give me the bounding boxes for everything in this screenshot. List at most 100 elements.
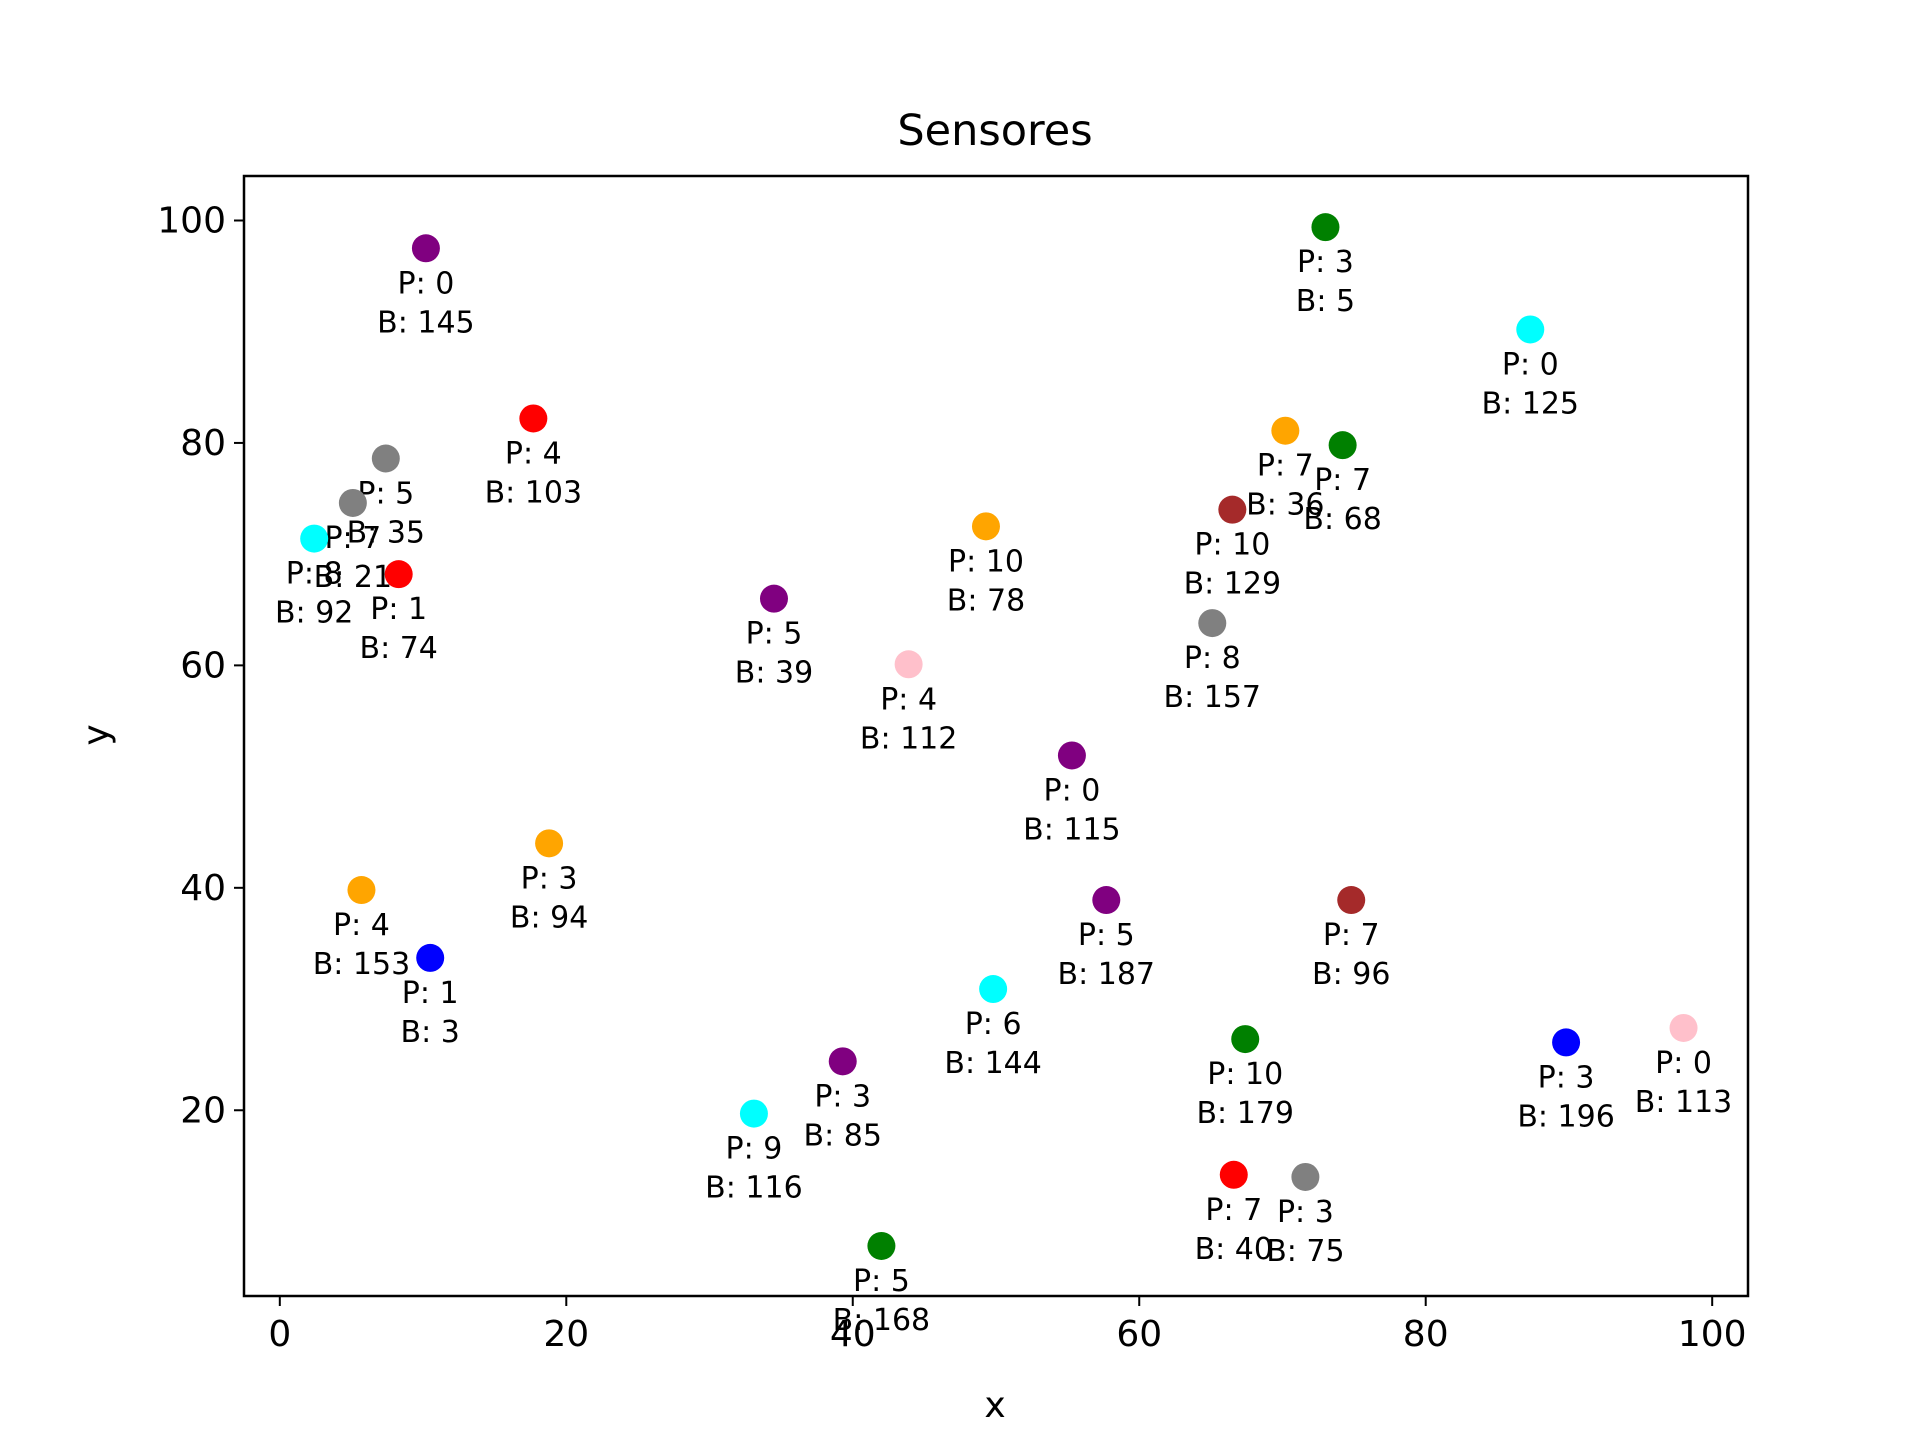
x-tick-label: 0 xyxy=(268,1314,291,1355)
sensor-point xyxy=(759,584,788,613)
sensor-label-p: P: 7 xyxy=(1323,918,1380,953)
sensor-point xyxy=(384,560,413,589)
x-ticks: 0 20 40 60 80 100 xyxy=(268,1296,1747,1355)
sensor-label-p: P: 1 xyxy=(402,976,459,1011)
sensor-point xyxy=(1291,1162,1320,1191)
sensor-label-b: B: 85 xyxy=(804,1118,882,1153)
sensor-point xyxy=(1231,1025,1260,1054)
sensor-label-p: P: 3 xyxy=(521,861,578,896)
y-tick-label: 40 xyxy=(180,868,226,909)
sensor-point xyxy=(411,234,440,263)
sensor-point xyxy=(300,524,329,553)
sensor-label-p: P: 10 xyxy=(948,544,1024,579)
sensor-label-b: B: 125 xyxy=(1482,386,1580,421)
sensor-label-p: P: 0 xyxy=(397,266,454,301)
sensor-label-b: B: 68 xyxy=(1303,502,1381,537)
sensor-label-b: B: 92 xyxy=(275,596,353,631)
sensor-label-b: B: 39 xyxy=(735,656,813,691)
sensor-label-p: P: 7 xyxy=(1205,1193,1262,1228)
sensor-label-p: P: 4 xyxy=(333,908,390,943)
sensor-point xyxy=(519,404,548,433)
sensor-label-b: B: 3 xyxy=(401,1015,460,1050)
sensor-label-p: P: 5 xyxy=(853,1264,910,1299)
sensor-label-b: B: 75 xyxy=(1266,1234,1344,1269)
sensor-label-p: P: 4 xyxy=(880,682,937,717)
sensor-point xyxy=(1057,741,1086,770)
sensor-point xyxy=(1669,1013,1698,1042)
y-tick-label: 20 xyxy=(180,1090,226,1131)
sensor-point xyxy=(1311,213,1340,242)
sensor-label-b: B: 168 xyxy=(833,1303,931,1338)
y-ticks: 20 40 60 80 100 xyxy=(157,200,244,1131)
sensor-point xyxy=(979,975,1008,1004)
sensor-label-b: B: 5 xyxy=(1296,284,1355,319)
y-axis-label: y xyxy=(76,724,117,745)
sensor-label-p: P: 8 xyxy=(286,557,343,592)
sensor-label-p: P: 3 xyxy=(1277,1195,1334,1230)
sensor-point xyxy=(739,1099,768,1128)
sensor-label-p: P: 5 xyxy=(357,477,414,512)
y-tick-label: 60 xyxy=(180,645,226,686)
sensor-point xyxy=(1271,416,1300,445)
sensor-point xyxy=(347,876,376,905)
sensor-point xyxy=(894,650,923,679)
sensor-point xyxy=(971,512,1000,541)
x-tick-label: 20 xyxy=(543,1314,589,1355)
sensor-point xyxy=(1552,1028,1581,1057)
sensor-label-p: P: 0 xyxy=(1502,347,1559,382)
sensor-label-b: B: 78 xyxy=(947,583,1025,618)
sensor-label-p: P: 9 xyxy=(726,1132,783,1167)
sensor-point xyxy=(1219,1160,1248,1189)
sensor-label-p: P: 3 xyxy=(814,1079,871,1114)
sensor-label-b: B: 103 xyxy=(485,475,583,510)
sensor-label-b: B: 74 xyxy=(359,631,437,666)
x-tick-label: 60 xyxy=(1116,1314,1162,1355)
sensor-label-b: B: 153 xyxy=(313,947,411,982)
sensor-label-b: B: 35 xyxy=(347,516,425,551)
sensor-point xyxy=(1337,886,1366,915)
sensor-label-b: B: 113 xyxy=(1635,1085,1733,1120)
sensor-label-p: P: 5 xyxy=(1078,918,1135,953)
sensor-label-b: B: 196 xyxy=(1517,1099,1615,1134)
sensor-label-p: P: 0 xyxy=(1655,1046,1712,1081)
sensor-label-b: B: 187 xyxy=(1058,957,1156,992)
sensor-label-b: B: 96 xyxy=(1312,957,1390,992)
sensor-point xyxy=(338,488,367,517)
sensor-label-b: B: 94 xyxy=(510,900,588,935)
sensor-label-p: P: 6 xyxy=(965,1007,1022,1042)
sensor-label-b: B: 40 xyxy=(1195,1232,1273,1267)
plot-frame xyxy=(242,174,1750,1298)
sensor-label-p: P: 7 xyxy=(1257,449,1314,484)
sensor-label-p: P: 8 xyxy=(1184,641,1241,676)
chart-title: Sensores xyxy=(897,106,1092,156)
sensor-label-p: P: 3 xyxy=(1297,245,1354,280)
sensor-label-p: P: 7 xyxy=(1314,463,1371,498)
sensor-point xyxy=(1198,609,1227,638)
sensor-label-b: B: 112 xyxy=(860,721,958,756)
x-tick-label: 100 xyxy=(1678,1314,1747,1355)
sensor-label-p: P: 1 xyxy=(370,592,427,627)
x-tick-label: 80 xyxy=(1403,1314,1449,1355)
sensor-label-b: B: 36 xyxy=(1246,488,1324,523)
sensor-point xyxy=(416,943,445,972)
sensor-point xyxy=(371,444,400,473)
sensor-label-p: P: 5 xyxy=(746,617,803,652)
sensor-label-b: B: 144 xyxy=(944,1046,1042,1081)
y-tick-label: 80 xyxy=(180,423,226,464)
sensor-point xyxy=(1218,495,1247,524)
sensor-label-b: B: 145 xyxy=(377,305,475,340)
sensor-label-b: B: 21 xyxy=(314,560,392,595)
sensor-label-b: B: 116 xyxy=(705,1171,803,1206)
sensor-label-p: P: 10 xyxy=(1207,1057,1283,1092)
sensor-label-b: B: 129 xyxy=(1184,567,1282,602)
sensor-label-p: P: 0 xyxy=(1044,773,1101,808)
sensor-point xyxy=(1092,886,1121,915)
sensor-point xyxy=(1516,315,1545,344)
sensor-label-b: B: 115 xyxy=(1023,812,1121,847)
sensor-point xyxy=(1328,431,1357,460)
x-axis-label: x xyxy=(984,1385,1005,1426)
sensor-label-p: P: 10 xyxy=(1194,528,1270,563)
sensor-label-b: B: 157 xyxy=(1164,680,1262,715)
sensor-point xyxy=(828,1047,857,1076)
points-layer: P: 0 B: 145 P: 3 B: 5 P: 0 B: 125 P: 4 B: 103 P:… xyxy=(275,213,1732,1338)
